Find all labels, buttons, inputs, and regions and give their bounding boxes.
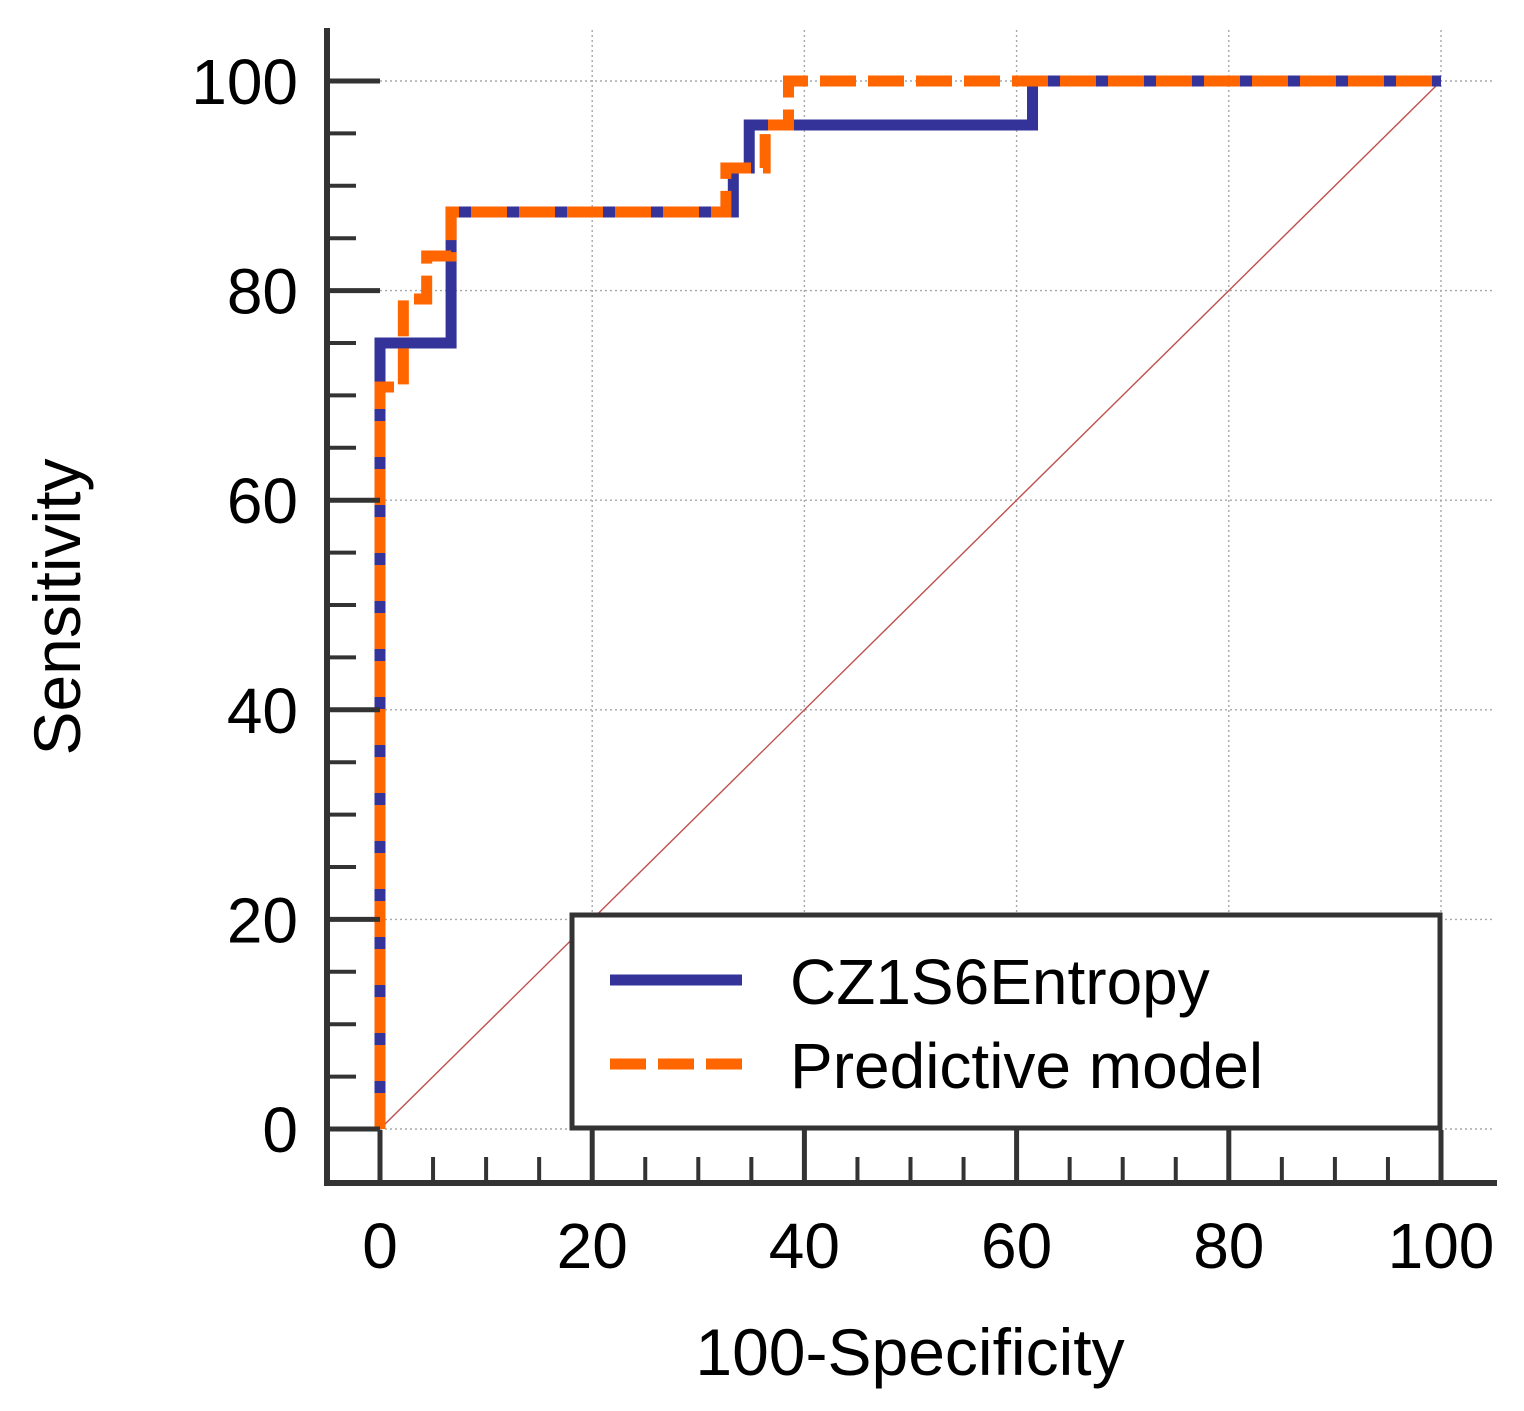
y-axis-title: Sensitivity (20, 458, 94, 755)
y-tick-label: 20 (227, 884, 298, 956)
series-line-predictive-model (374, 75, 1441, 1129)
x-tick-label: 100 (1388, 1210, 1495, 1282)
legend-box (569, 912, 1443, 1131)
series-line-reference-line (379, 80, 1442, 1130)
y-tick-label: 40 (227, 675, 298, 747)
legend-label-predictive-model: Predictive model (790, 1030, 1263, 1102)
tick-labels: 0 20 40 60 80 100 0 20 40 60 80 100 (191, 46, 1494, 1282)
y-tick-label: 100 (191, 46, 298, 118)
reference-diagonal (379, 80, 1442, 1130)
legend: CZ1S6Entropy Predictive model (569, 912, 1443, 1131)
x-axis-title: 100-Specificity (695, 1315, 1124, 1389)
legend-label-cz1s6entropy: CZ1S6Entropy (790, 946, 1210, 1018)
series-lines (374, 75, 1441, 1129)
x-tick-label: 20 (557, 1210, 628, 1282)
x-tick-label: 40 (769, 1210, 840, 1282)
y-tick-label: 0 (262, 1094, 298, 1166)
x-tick-label: 60 (981, 1210, 1052, 1282)
y-tick-label: 80 (227, 256, 298, 328)
y-tick-label: 60 (227, 465, 298, 537)
x-tick-label: 80 (1193, 1210, 1264, 1282)
axis-ticks (327, 78, 1444, 1183)
x-tick-label: 0 (362, 1210, 398, 1282)
